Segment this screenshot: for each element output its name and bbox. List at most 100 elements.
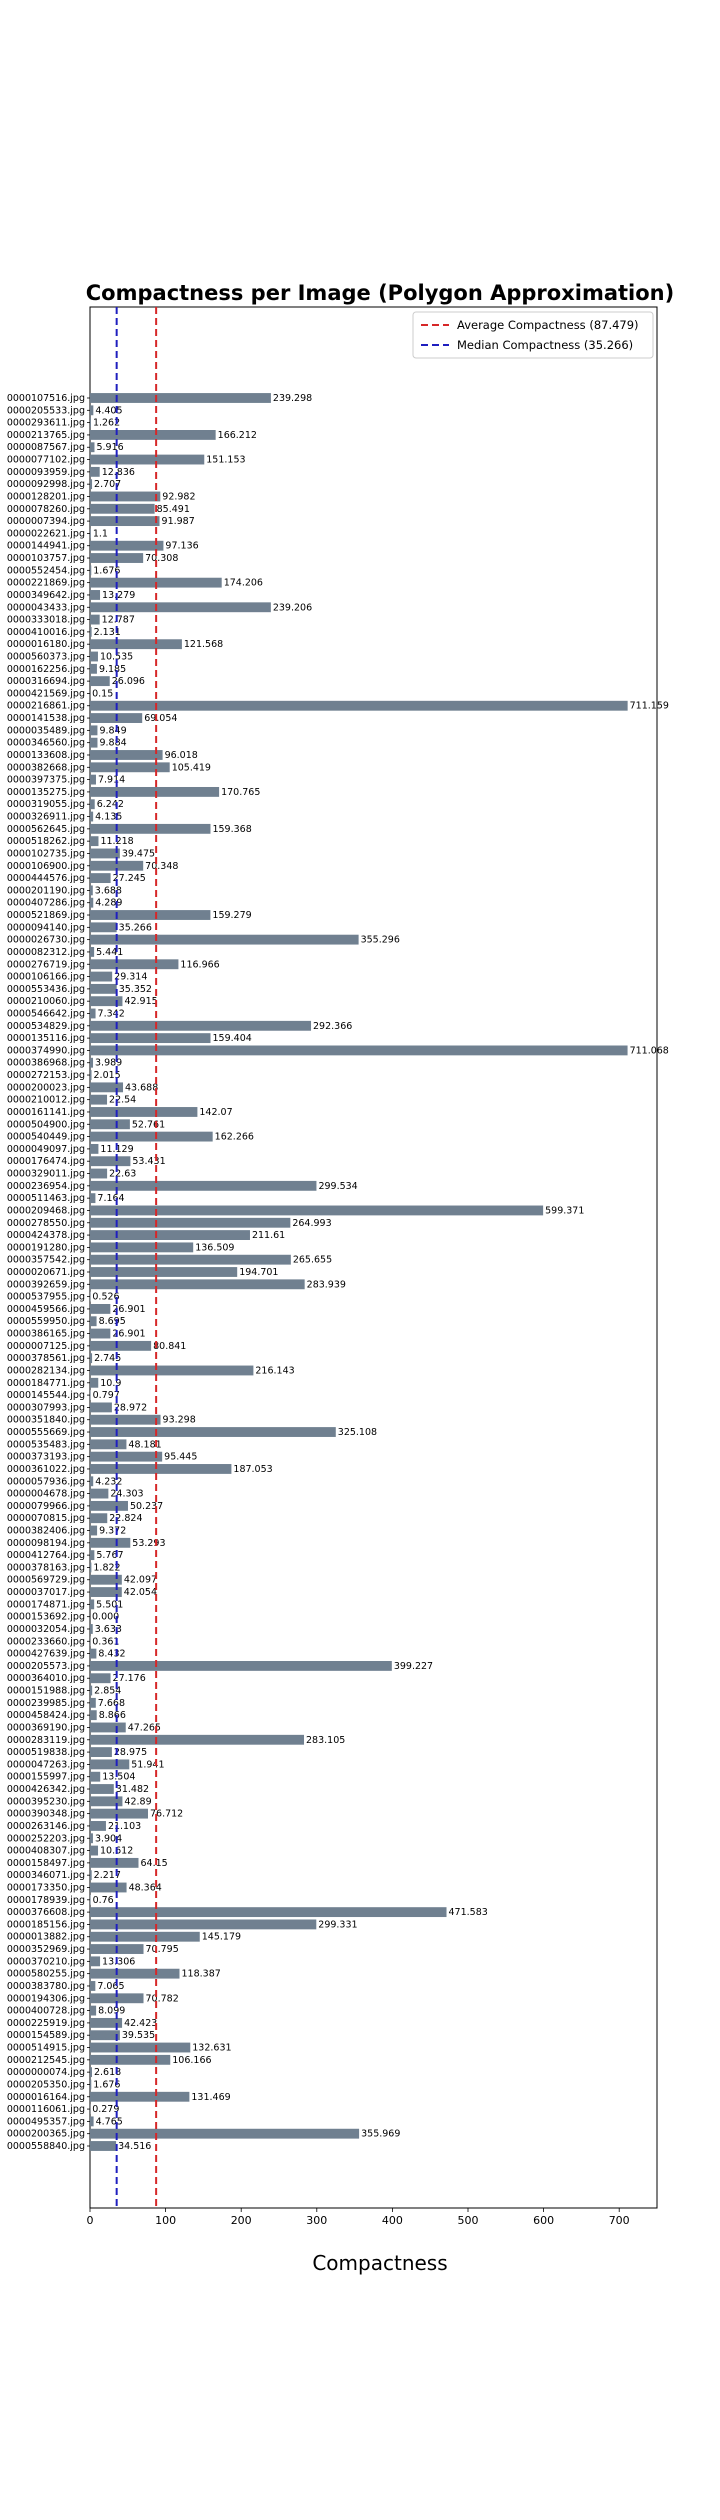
bar: [90, 1427, 336, 1437]
bar: [90, 1217, 291, 1228]
bar-value-label: 6.242: [97, 799, 124, 810]
y-tick-label: 0000155997.jpg: [7, 1772, 85, 1783]
bar-value-label: 50.237: [130, 1501, 163, 1512]
bar-value-label: 0.526: [92, 1292, 119, 1303]
bar: [90, 430, 216, 440]
y-tick-label: 0000077102.jpg: [7, 455, 85, 466]
bar: [90, 1907, 447, 1918]
bar: [90, 1624, 93, 1634]
bar: [90, 1931, 200, 1942]
bar: [90, 1033, 211, 1044]
y-tick-label: 0000382406.jpg: [7, 1526, 85, 1537]
y-tick-label: 0000410016.jpg: [7, 627, 85, 638]
bar-value-label: 216.143: [255, 1365, 294, 1376]
y-tick-label: 0000252203.jpg: [7, 1833, 85, 1844]
y-tick-label: 0000351840.jpg: [7, 1415, 85, 1426]
bar-value-label: 95.445: [164, 1452, 197, 1463]
y-tick-label: 0000158497.jpg: [7, 1858, 85, 1869]
bar: [90, 725, 98, 736]
bar: [90, 1168, 108, 1179]
bar-value-label: 0.15: [92, 688, 113, 699]
bar-value-label: 3.688: [95, 885, 122, 896]
bar-value-label: 43.688: [125, 1082, 158, 1093]
x-tick-label: 0: [87, 2214, 94, 2227]
bar-value-label: 136.509: [195, 1242, 234, 1253]
bar-value-label: 0.279: [92, 2104, 119, 2115]
bar-value-label: 211.61: [252, 1230, 285, 1241]
bar-value-label: 355.296: [361, 935, 400, 946]
bar: [90, 934, 359, 945]
bar: [90, 1488, 109, 1499]
bar: [90, 860, 144, 871]
bar: [90, 996, 123, 1007]
y-tick-label: 0000057936.jpg: [7, 1476, 85, 1487]
bar: [90, 1648, 97, 1659]
bar: [90, 836, 99, 847]
bar-value-label: 1.1: [93, 528, 108, 539]
bar-value-label: 93.298: [163, 1415, 196, 1426]
y-tick-label: 0000392659.jpg: [7, 1279, 85, 1290]
bar: [90, 959, 179, 970]
bar-value-label: 26.901: [112, 1329, 145, 1340]
bar-value-label: 35.352: [119, 984, 152, 995]
bar: [90, 1673, 111, 1684]
bar: [90, 626, 92, 637]
y-tick-label: 0000016164.jpg: [7, 2092, 85, 2103]
y-tick-label: 0000560373.jpg: [7, 652, 85, 663]
bar-value-label: 105.419: [172, 762, 211, 773]
y-tick-label: 0000103757.jpg: [7, 553, 85, 564]
y-tick-label: 0000278550.jpg: [7, 1218, 85, 1229]
bar: [90, 2005, 97, 2016]
bar: [90, 848, 120, 859]
y-tick-label: 0000397375.jpg: [7, 775, 85, 786]
y-tick-label: 0000032054.jpg: [7, 1624, 85, 1635]
y-tick-label: 0000135116.jpg: [7, 1033, 85, 1044]
y-tick-label: 0000212545.jpg: [7, 2055, 85, 2066]
bar-value-label: 7.668: [98, 1698, 125, 1709]
y-tick-label: 0000049097.jpg: [7, 1144, 85, 1155]
y-tick-label: 0000408307.jpg: [7, 1846, 85, 1857]
y-tick-label: 0000504900.jpg: [7, 1119, 85, 1130]
y-tick-label: 0000370210.jpg: [7, 1956, 85, 1967]
y-tick-label: 0000210060.jpg: [7, 996, 85, 1007]
bar: [90, 1574, 122, 1585]
bar: [90, 1156, 131, 1167]
bar: [90, 1205, 544, 1216]
y-tick-label: 0000194306.jpg: [7, 1993, 85, 2004]
y-tick-label: 0000098194.jpg: [7, 1538, 85, 1549]
bar: [90, 1710, 97, 1721]
bar: [90, 922, 117, 933]
y-tick-label: 0000272153.jpg: [7, 1070, 85, 1081]
bar: [90, 1107, 198, 1117]
y-tick-label: 0000210012.jpg: [7, 1095, 85, 1106]
y-tick-label: 0000022621.jpg: [7, 528, 85, 539]
y-tick-label: 0000333018.jpg: [7, 615, 85, 626]
y-tick-label: 0000070815.jpg: [7, 1513, 85, 1524]
y-tick-label: 0000352969.jpg: [7, 1944, 85, 1955]
bar: [90, 454, 205, 465]
y-tick-label: 0000407286.jpg: [7, 898, 85, 909]
bar-value-label: 1.676: [93, 565, 120, 576]
y-tick-label: 0000162256.jpg: [7, 664, 85, 675]
y-tick-label: 0000184771.jpg: [7, 1378, 85, 1389]
bar-value-label: 51.941: [131, 1759, 164, 1770]
bar-value-label: 35.266: [119, 922, 152, 933]
y-tick-label: 0000087567.jpg: [7, 442, 85, 453]
bar-value-label: 2.217: [94, 1870, 121, 1881]
bar-value-label: 2.131: [94, 627, 121, 638]
y-tick-label: 0000263146.jpg: [7, 1821, 85, 1832]
bar-value-label: 27.245: [113, 873, 146, 884]
y-tick-label: 0000559950.jpg: [7, 1316, 85, 1327]
bar-value-label: 132.631: [192, 2043, 231, 2054]
y-tick-label: 0000128201.jpg: [7, 491, 85, 502]
bar-value-label: 13.279: [102, 590, 135, 601]
bar-value-label: 24.303: [110, 1489, 143, 1500]
y-tick-label: 0000424378.jpg: [7, 1230, 85, 1241]
bar-value-label: 0.361: [92, 1636, 119, 1647]
y-tick-label: 0000552454.jpg: [7, 565, 85, 576]
y-tick-label: 0000346071.jpg: [7, 1870, 85, 1881]
bar-value-label: 399.227: [394, 1661, 433, 1672]
bar-value-label: 47.265: [128, 1722, 161, 1733]
bar-value-label: 48.181: [128, 1439, 161, 1450]
